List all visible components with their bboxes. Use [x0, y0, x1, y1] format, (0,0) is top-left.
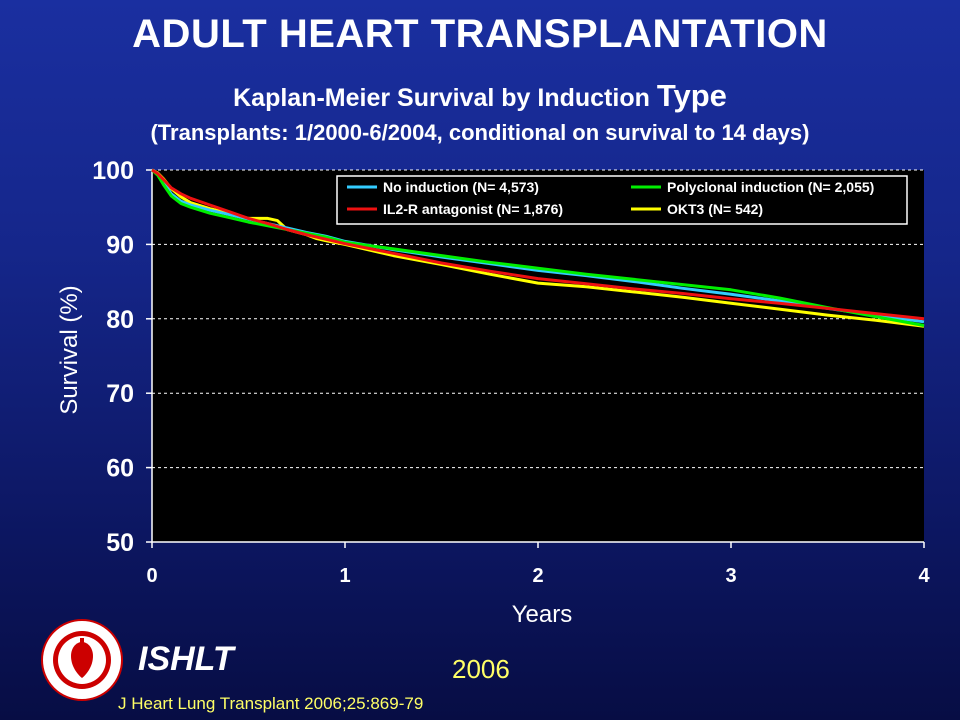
legend-label: IL2-R antagonist (N= 1,876) [383, 201, 563, 217]
x-tick-label: 4 [918, 565, 930, 587]
year-label: 2006 [452, 654, 510, 684]
legend-label: OKT3 (N= 542) [667, 201, 763, 217]
subtitle-text: Kaplan-Meier Survival by Induction [233, 84, 657, 112]
legend-label: Polyclonal induction (N= 2,055) [667, 179, 874, 195]
y-axis-label: Survival (%) [56, 285, 83, 414]
y-tick-label: 100 [92, 157, 134, 185]
x-tick-label: 1 [339, 565, 350, 587]
y-tick-label: 80 [106, 306, 134, 334]
x-tick-label: 3 [725, 565, 736, 587]
y-tick-label: 70 [106, 380, 134, 408]
plot-area [152, 170, 924, 542]
y-tick-label: 50 [106, 529, 134, 557]
x-tick-label: 2 [532, 565, 543, 587]
x-axis-label: Years [512, 601, 573, 628]
y-tick-label: 90 [106, 231, 134, 259]
subtitle-type-word: Type [656, 78, 727, 113]
y-tick-label: 60 [106, 455, 134, 483]
slide-subtitle: Kaplan-Meier Survival by Induction Type [0, 78, 960, 114]
organization-label: ISHLT [138, 640, 234, 678]
citation-text: J Heart Lung Transplant 2006;25:869-79 [118, 694, 424, 713]
legend-label: No induction (N= 4,573) [383, 179, 539, 195]
legend-box [336, 175, 908, 225]
series-line [150, 168, 925, 327]
series-line [151, 168, 925, 321]
slide-subtitle-details: (Transplants: 1/2000-6/2004, conditional… [150, 120, 810, 145]
ishlt-logo-icon [41, 619, 123, 701]
x-tick-label: 0 [146, 565, 157, 587]
slide-title: ADULT HEART TRANSPLANTATION [132, 12, 828, 56]
